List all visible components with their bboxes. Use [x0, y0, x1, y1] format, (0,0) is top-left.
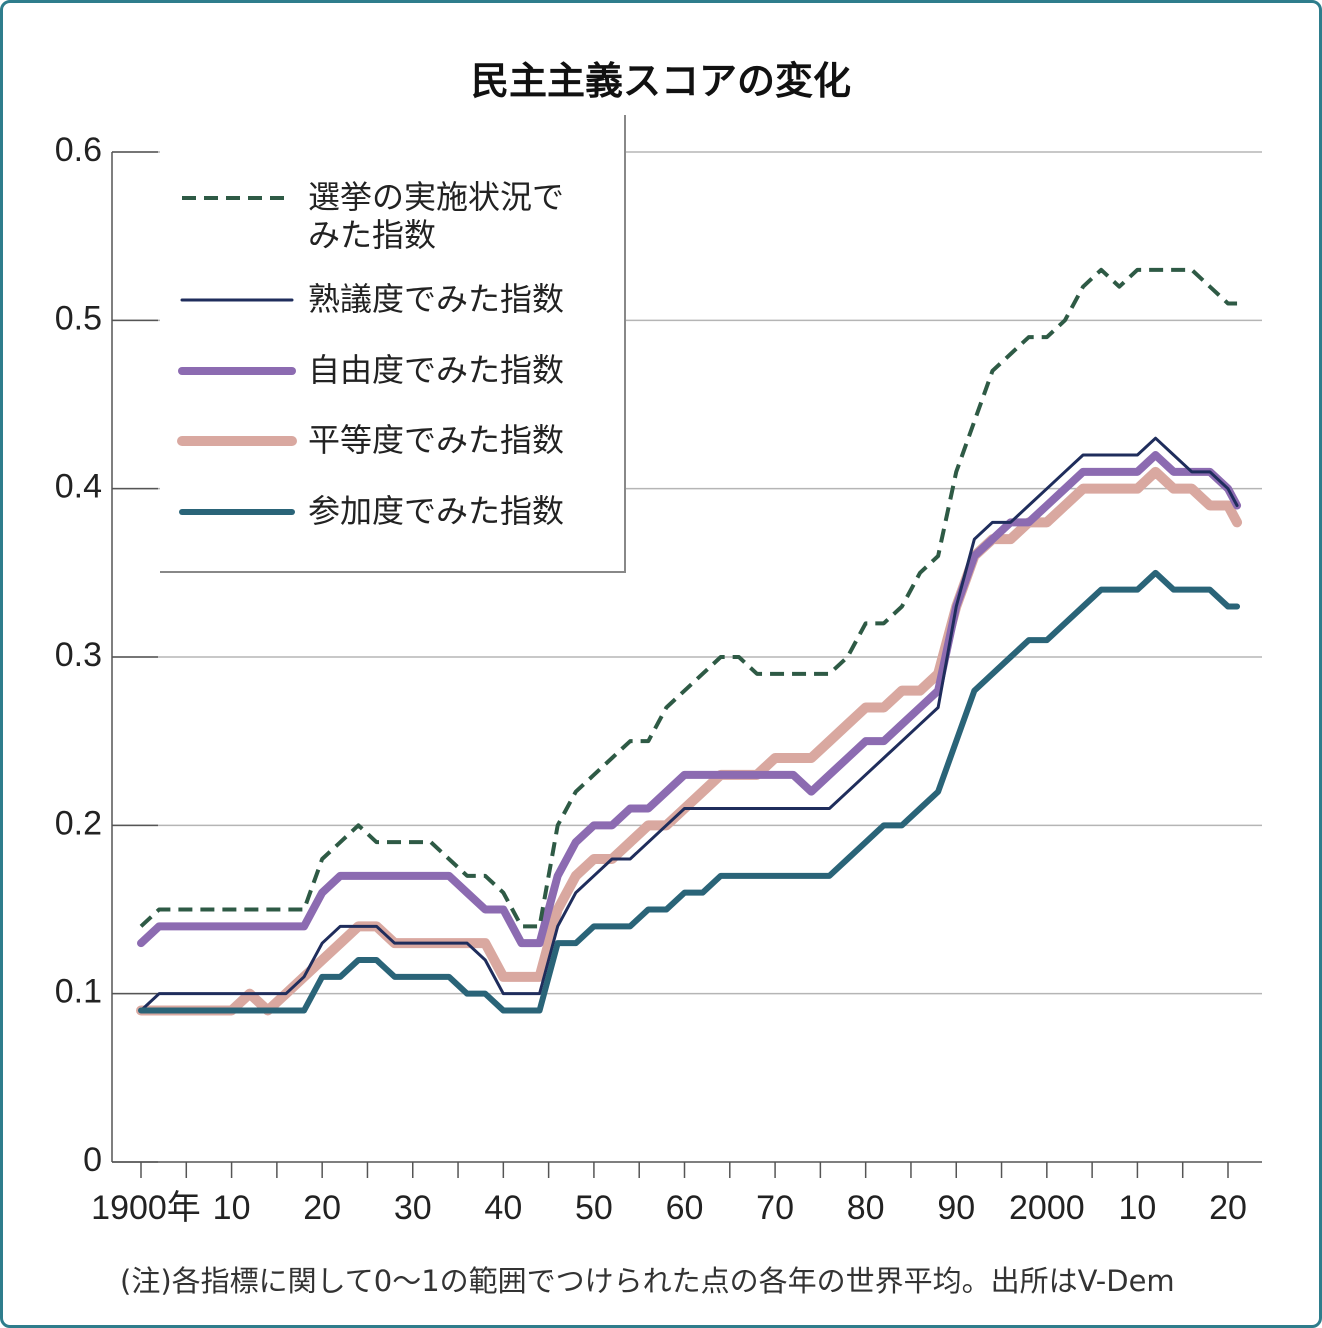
x-tick-label: 90 [937, 1189, 975, 1227]
y-tick-label: 0.2 [55, 804, 102, 842]
x-tick-label: 50 [575, 1189, 613, 1227]
series-line [138, 569, 1241, 1014]
legend-label: 選挙の実施状況でみた指数 [308, 178, 565, 254]
y-tick-label: 0.4 [55, 468, 102, 506]
x-tick-label: 1900年 [91, 1189, 201, 1227]
y-tick-label: 0 [83, 1141, 102, 1179]
x-tick-label: 10 [213, 1189, 251, 1227]
x-tick-label: 20 [303, 1189, 341, 1227]
legend-label: 熟議度でみた指数 [308, 280, 565, 318]
x-tick-label: 2000 [1009, 1189, 1085, 1227]
legend-label: 自由度でみた指数 [308, 351, 565, 389]
series-line [139, 436, 1239, 1012]
x-tick-label: 80 [847, 1189, 885, 1227]
chart-title: 民主主義スコアの変化 [470, 59, 851, 103]
series-line [136, 466, 1243, 1016]
y-tick-label: 0.1 [55, 973, 102, 1011]
legend-box [160, 115, 625, 572]
legend-label: 参加度でみた指数 [308, 492, 565, 530]
series-line [137, 451, 1242, 948]
y-tick-label: 0.5 [55, 299, 102, 337]
series-line [139, 267, 1238, 929]
note: (注)各指標に関して0〜1の範囲でつけられた点の各年の世界平均。出所はV-Dem [120, 1264, 1175, 1298]
x-tick-label: 20 [1209, 1189, 1247, 1227]
x-tick-label: 70 [756, 1189, 794, 1227]
y-tick-label: 0.3 [55, 636, 102, 674]
plot: 0 0.1 0.2 0.3 0.4 0.5 0.6 1900年 10 20 30 40 50 60 70 80… [55, 131, 1262, 1227]
x-tick-label: 60 [666, 1189, 704, 1227]
legend-border [160, 115, 626, 573]
x-tick-label: 40 [484, 1189, 522, 1227]
x-tick-label: 30 [394, 1189, 432, 1227]
y-tick-label: 0.6 [55, 131, 102, 169]
x-tick-label: 10 [1119, 1189, 1157, 1227]
legend-label: 平等度でみた指数 [308, 421, 565, 459]
